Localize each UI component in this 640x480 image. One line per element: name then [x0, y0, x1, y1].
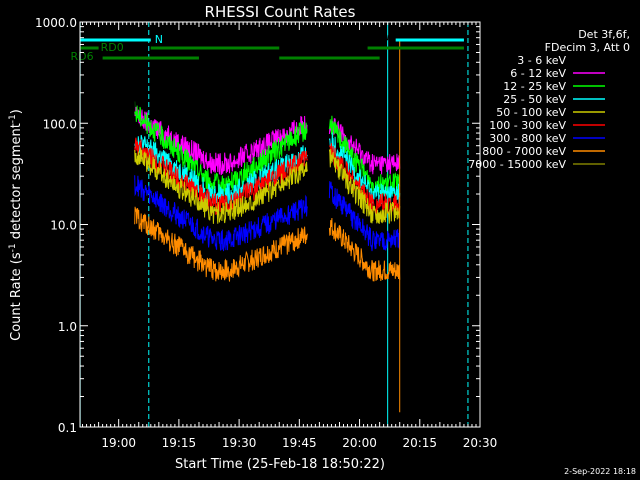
y-tick-label: 0.1	[58, 421, 77, 435]
y-axis-label-sup1: -1	[8, 243, 18, 252]
y-axis-label-sup2: -1	[8, 114, 18, 123]
annotation-label: N	[155, 33, 163, 46]
axis-layer: 0.1 1.0 10.0 100.0 1000.0 19:00 19:15 19:30 19:4…	[35, 16, 497, 450]
legend-item-label: 300 - 800 keV	[489, 132, 566, 145]
annotation-label: RD0	[101, 41, 124, 54]
x-tick-label: 19:30	[222, 436, 257, 450]
x-tick-label: 20:00	[342, 436, 377, 450]
y-axis-label-part3: )	[9, 109, 24, 114]
series-line	[134, 137, 308, 215]
series-line	[134, 175, 308, 252]
x-tick-label: 20:30	[463, 436, 498, 450]
legend-item-label: 7000 - 15000 keV	[468, 158, 566, 171]
legend-item-label: 3 - 6 keV	[517, 54, 566, 67]
legend-item-label: 6 - 12 keV	[510, 67, 566, 80]
timestamp: 2-Sep-2022 18:18	[564, 467, 636, 476]
legend-item-label: 12 - 25 keV	[503, 80, 566, 93]
y-axis-label: Count Rate (s-1 detector segment-1)	[8, 109, 24, 341]
x-tick-label: 19:45	[282, 436, 317, 450]
series-line	[328, 118, 401, 175]
y-tick-label: 1000.0	[35, 16, 77, 30]
legend-item-label: 100 - 300 keV	[489, 119, 566, 132]
x-tick-label: 20:15	[402, 436, 437, 450]
y-axis-label-part2: detector segment	[9, 123, 24, 243]
y-tick-label: 100.0	[43, 117, 77, 131]
series-line	[134, 147, 308, 224]
x-axis-label: Start Time (25-Feb-18 18:50:22)	[175, 457, 385, 472]
series-line-3-6kev	[130, 32, 397, 43]
series-line	[134, 101, 308, 195]
x-tick-label: 19:15	[162, 436, 197, 450]
series-line	[328, 149, 401, 224]
series-line	[328, 181, 401, 252]
series-line	[134, 206, 308, 282]
legend-header: FDecim 3, Att 0	[545, 41, 630, 54]
chart-title: RHESSI Count Rates	[205, 3, 356, 21]
y-tick-label: 1.0	[58, 320, 77, 334]
x-tick-label: 19:00	[101, 436, 136, 450]
y-tick-label: 10.0	[50, 219, 77, 233]
annotation-label: RD6	[70, 50, 93, 63]
y-axis-label-part1: Count Rate (s	[9, 252, 24, 341]
series-line	[328, 217, 401, 282]
legend-header: Det 3f,6f,	[578, 28, 630, 41]
plot-data-layer: RD0 RD6 N	[70, 22, 469, 427]
legend-item-label: 25 - 50 keV	[503, 93, 566, 106]
legend-item-label: 800 - 7000 keV	[482, 145, 566, 158]
legend-item-label: 50 - 100 keV	[496, 106, 566, 119]
